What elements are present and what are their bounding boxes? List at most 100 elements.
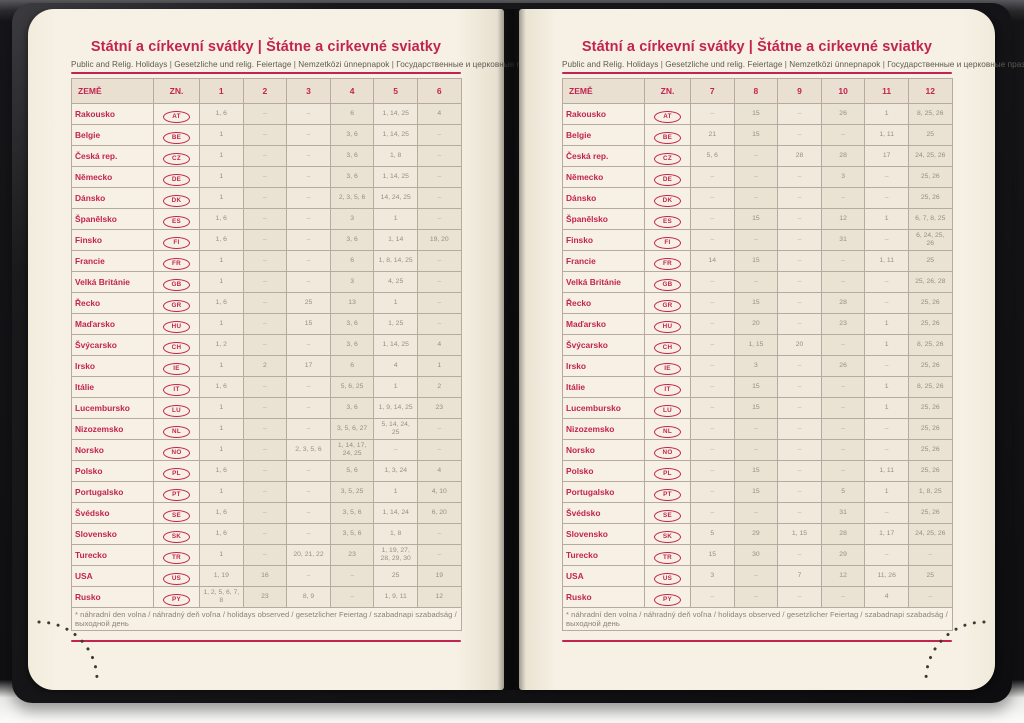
- table-row: Dánsko DK 1– –2, 3, 5, 6 14, 24, 25–: [71, 187, 462, 209]
- country-code-badge: HU: [163, 321, 190, 333]
- holiday-days-cell: 4: [373, 355, 418, 377]
- table-row: Itálie IT –15– –1 8, 25, 26: [562, 376, 953, 398]
- holiday-days-cell: –: [733, 439, 779, 461]
- holiday-days-cell: 1, 14, 25: [373, 166, 418, 188]
- country-name: Švédsko: [71, 502, 154, 524]
- holiday-days-cell: 3: [690, 565, 735, 587]
- holiday-days-cell: 15: [733, 460, 779, 482]
- holiday-days-cell: 3: [820, 166, 866, 188]
- country-name: Velká Británie: [71, 271, 154, 293]
- holiday-days-cell: 1, 15: [733, 334, 779, 356]
- country-name: Polsko: [562, 460, 645, 482]
- holiday-days-cell: –: [690, 187, 735, 209]
- country-code-badge: NL: [654, 426, 681, 438]
- holiday-days-cell: 6, 20: [416, 502, 462, 524]
- holiday-days-cell: 2: [416, 376, 462, 398]
- table-row: USA US 1, 19 16– –25 19: [71, 565, 462, 587]
- holiday-days-cell: 1, 6: [199, 523, 244, 545]
- holiday-days-cell: 20: [777, 334, 822, 356]
- holiday-days-cell: 29: [820, 544, 866, 566]
- holiday-days-cell: –: [820, 397, 866, 419]
- holiday-days-cell: 1: [199, 166, 244, 188]
- holiday-days-cell: –: [820, 439, 866, 461]
- holiday-days-cell: –: [864, 292, 909, 314]
- country-code-badge: FR: [163, 258, 190, 270]
- holiday-days-cell: 15: [690, 544, 735, 566]
- holiday-days-cell: –: [864, 502, 909, 524]
- country-name: Norsko: [562, 439, 645, 461]
- country-name: Itálie: [71, 376, 154, 398]
- country-code-cell: DK: [153, 187, 200, 209]
- subtitle-rule: [71, 72, 461, 74]
- table-row: Maďarsko HU –20–23 1 25, 26: [562, 313, 953, 335]
- holiday-days-cell: 12: [820, 565, 866, 587]
- country-code-cell: NO: [153, 439, 200, 461]
- country-code-badge: PY: [163, 594, 190, 606]
- table-row: Švýcarsko CH 1, 2– –3, 6 1, 14, 25 4: [71, 334, 462, 356]
- table-row: Rusko PY 1, 2, 5, 6, 7, 8 23 8, 9–1, 9, 11 12: [71, 586, 462, 608]
- country-name: Itálie: [562, 376, 645, 398]
- holiday-days-cell: –: [777, 124, 822, 146]
- holiday-days-cell: 15: [733, 481, 779, 503]
- holiday-days-cell: 3: [733, 355, 779, 377]
- country-name: Česká rep.: [71, 145, 154, 167]
- page-subtitle: Public and Relig. Holidays | Gesetzliche…: [562, 60, 1024, 69]
- holiday-days-cell: –: [329, 565, 375, 587]
- holiday-days-cell: 3, 6: [329, 145, 375, 167]
- holiday-days-cell: –: [242, 334, 288, 356]
- holiday-days-cell: –: [733, 271, 779, 293]
- holiday-days-cell: 15: [733, 376, 779, 398]
- column-header-month: 3: [286, 78, 331, 104]
- holiday-days-cell: 28: [777, 145, 822, 167]
- table-row: Maďarsko HU 1–15 3, 6 1, 25–: [71, 313, 462, 335]
- holiday-days-cell: 15: [733, 292, 779, 314]
- country-code-badge: NO: [163, 447, 190, 459]
- country-code-cell: SE: [153, 502, 200, 524]
- holiday-days-cell: –: [733, 187, 779, 209]
- country-code-cell: FI: [153, 229, 200, 251]
- holiday-days-cell: 8, 9: [286, 586, 331, 608]
- country-name: Rakousko: [562, 103, 645, 125]
- country-code-badge: PY: [654, 594, 681, 606]
- holiday-days-cell: 25: [907, 124, 953, 146]
- holiday-days-cell: –: [777, 502, 822, 524]
- holiday-days-cell: 25: [907, 250, 953, 272]
- table-row: Polsko PL –15– –1, 11 25, 26: [562, 460, 953, 482]
- holiday-days-cell: –: [242, 460, 288, 482]
- holiday-days-cell: 1, 19, 27, 28, 29, 30: [373, 544, 418, 566]
- country-code-cell: CH: [153, 334, 200, 356]
- holiday-days-cell: 1: [199, 187, 244, 209]
- holiday-days-cell: –: [286, 250, 331, 272]
- country-code-badge: GR: [163, 300, 190, 312]
- country-code-cell: BE: [153, 124, 200, 146]
- holiday-days-cell: –: [242, 103, 288, 125]
- holiday-days-cell: –: [733, 166, 779, 188]
- holiday-days-cell: 11, 26: [864, 565, 909, 587]
- country-code-cell: NL: [153, 418, 200, 440]
- table-row: Portugalsko PT 1– –3, 5, 25 1 4, 10: [71, 481, 462, 503]
- country-code-badge: LU: [654, 405, 681, 417]
- holiday-days-cell: 4: [864, 586, 909, 608]
- holiday-days-cell: –: [864, 355, 909, 377]
- holiday-days-cell: 1: [864, 313, 909, 335]
- table-row: Lucembursko LU 1– –3, 6 1, 9, 14, 25 23: [71, 397, 462, 419]
- holiday-days-cell: –: [820, 187, 866, 209]
- holiday-days-cell: –: [242, 544, 288, 566]
- holiday-days-cell: 4, 10: [416, 481, 462, 503]
- country-name: Turecko: [71, 544, 154, 566]
- holiday-days-cell: 23: [820, 313, 866, 335]
- column-header-month: 5: [373, 78, 418, 104]
- holiday-days-cell: –: [864, 229, 909, 251]
- column-header-country: ZEMĚ: [71, 78, 154, 104]
- holiday-days-cell: 3, 6: [329, 313, 375, 335]
- holiday-days-cell: 21: [690, 124, 735, 146]
- country-code-cell: PT: [644, 481, 691, 503]
- subtitle-rule: [562, 72, 952, 74]
- holiday-days-cell: 3, 5, 6: [329, 502, 375, 524]
- country-name: Francie: [562, 250, 645, 272]
- bottom-rule: [562, 640, 952, 642]
- holiday-days-cell: 1: [373, 376, 418, 398]
- country-name: Irsko: [562, 355, 645, 377]
- holiday-days-cell: 3, 6: [329, 397, 375, 419]
- country-name: Turecko: [562, 544, 645, 566]
